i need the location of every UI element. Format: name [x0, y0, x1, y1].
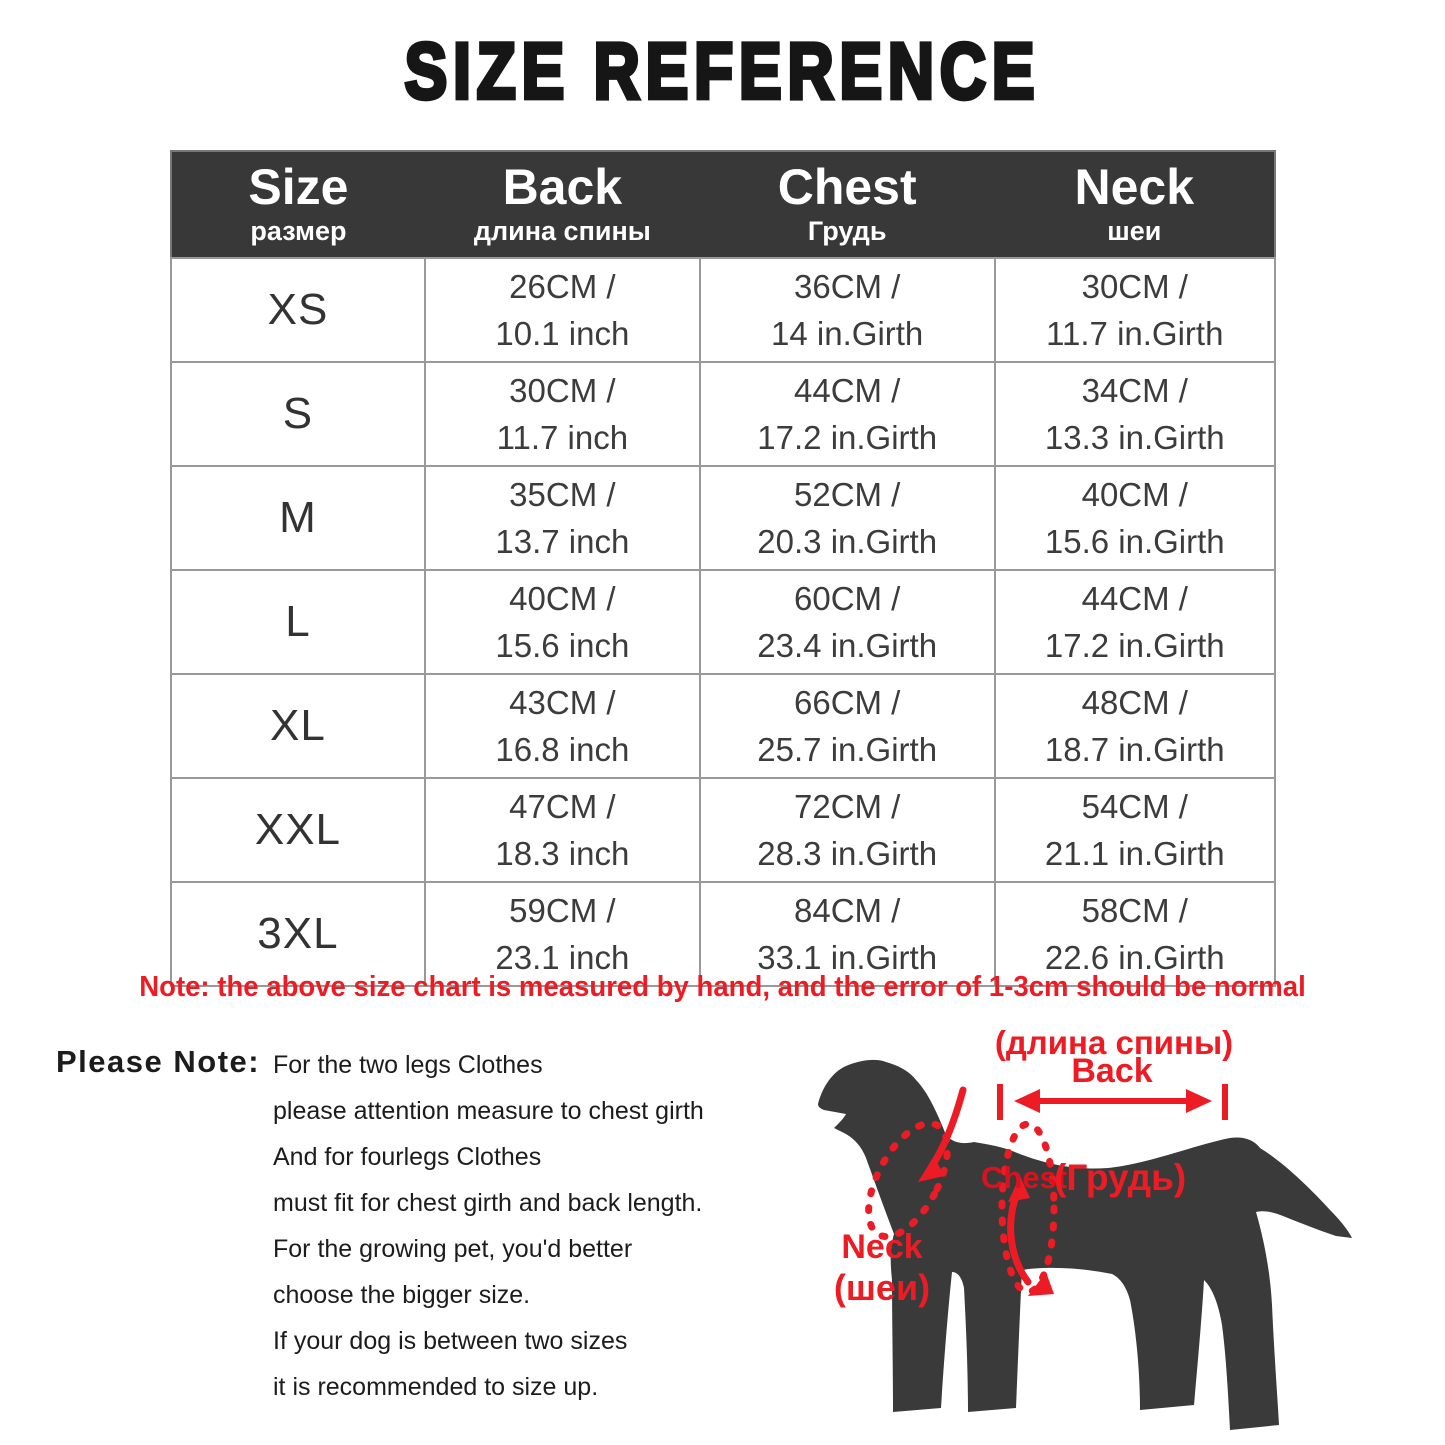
back-cell: 40CM /15.6 inch: [423, 569, 701, 675]
neck-cell: 48CM /18.7 in.Girth: [993, 673, 1277, 779]
neck-cell: 30CM /11.7 in.Girth: [993, 257, 1277, 363]
neck-label-en: Neck: [841, 1228, 922, 1266]
size-cell: 3XL: [170, 881, 426, 987]
back-cell: 43CM /16.8 inch: [423, 673, 701, 779]
chest-measurement-loop: [998, 1120, 1058, 1296]
size-cell: XXL: [170, 777, 426, 883]
chest-cell: 84CM /33.1 in.Girth: [698, 881, 996, 987]
chest-cell: 36CM /14 in.Girth: [698, 257, 996, 363]
please-note-line: it is recommended to size up.: [273, 1373, 599, 1401]
please-note-line: must fit for chest girth and back length…: [273, 1189, 703, 1217]
table-row: S 30CM /11.7 inch 44CM /17.2 in.Girth 34…: [170, 361, 1277, 467]
table-row: XL 43CM /16.8 inch 66CM /25.7 in.Girth 4…: [170, 673, 1277, 779]
measurement-note: Note: the above size chart is measured b…: [139, 971, 1306, 1003]
header-cell-back: Back длина спины: [424, 151, 700, 258]
header-cell-neck: Neck шеи: [994, 151, 1275, 258]
table-header-row: Size размер Back длина спины Chest Грудь…: [171, 151, 1275, 258]
please-note-line: For the growing pet, you'd better: [273, 1235, 633, 1263]
size-cell: XS: [170, 257, 426, 363]
neck-cell: 54CM /21.1 in.Girth: [993, 777, 1277, 883]
back-measurement-arrow: [997, 1084, 1228, 1120]
header-chest-ru: Грудь: [807, 216, 887, 247]
please-note-line: please attention measure to chest girth: [273, 1097, 704, 1125]
back-cell: 47CM /18.3 inch: [423, 777, 701, 883]
neck-cell: 34CM /13.3 in.Girth: [993, 361, 1277, 467]
header-size-ru: размер: [250, 216, 347, 247]
back-cell: 30CM /11.7 inch: [423, 361, 701, 467]
chest-cell: 60CM /23.4 in.Girth: [698, 569, 996, 675]
chest-cell: 44CM /17.2 in.Girth: [698, 361, 996, 467]
neck-measurement-loop: [865, 1086, 967, 1241]
back-label-ru: (длина спины): [995, 1024, 1233, 1061]
neck-cell: 44CM /17.2 in.Girth: [993, 569, 1277, 675]
neck-cell: 58CM /22.6 in.Girth: [993, 881, 1277, 987]
dog-measurement-diagram: (длина спины) Back Chest (Грудь) Neck (ш…: [778, 1020, 1445, 1445]
header-back-en: Back: [502, 159, 623, 216]
size-cell: XL: [170, 673, 426, 779]
table-row: M 35CM /13.7 inch 52CM /20.3 in.Girth 40…: [170, 465, 1277, 571]
header-size-en: Size: [248, 159, 349, 216]
chest-cell: 52CM /20.3 in.Girth: [698, 465, 996, 571]
chest-cell: 66CM /25.7 in.Girth: [698, 673, 996, 779]
size-table: Size размер Back длина спины Chest Грудь…: [170, 150, 1277, 987]
back-label-en: Back: [1071, 1052, 1152, 1090]
header-chest-en: Chest: [777, 159, 917, 216]
back-cell: 35CM /13.7 inch: [423, 465, 701, 571]
please-note-line: choose the bigger size.: [273, 1281, 531, 1309]
back-cell: 26CM /10.1 inch: [423, 257, 701, 363]
please-note-label: Please Note:: [56, 1044, 261, 1079]
header-back-ru: длина спины: [473, 216, 651, 247]
size-cell: M: [170, 465, 426, 571]
please-note-text: For the two legs Clothes please attentio…: [273, 1042, 704, 1410]
header-neck-ru: шеи: [1107, 216, 1162, 247]
back-cell: 59CM /23.1 inch: [423, 881, 701, 987]
please-note-line: For the two legs Clothes: [273, 1051, 543, 1079]
table-row: L 40CM /15.6 inch 60CM /23.4 in.Girth 44…: [170, 569, 1277, 675]
dog-silhouette-image: [818, 1059, 1352, 1430]
page-title: SIZE REFERENCE: [403, 25, 1041, 118]
size-cell: L: [170, 569, 426, 675]
header-neck-en: Neck: [1074, 159, 1195, 216]
chest-label-ru: (Грудь): [1054, 1157, 1186, 1198]
header-cell-chest: Chest Грудь: [699, 151, 995, 258]
size-cell: S: [170, 361, 426, 467]
chest-label-en: Chest: [981, 1160, 1067, 1195]
please-note-line: If your dog is between two sizes: [273, 1327, 628, 1355]
header-cell-size: Size размер: [171, 151, 425, 258]
chest-cell: 72CM /28.3 in.Girth: [698, 777, 996, 883]
please-note-line: And for fourlegs Clothes: [273, 1143, 542, 1171]
table-row: XS 26CM /10.1 inch 36CM /14 in.Girth 30C…: [170, 257, 1277, 363]
neck-cell: 40CM /15.6 in.Girth: [993, 465, 1277, 571]
neck-label-ru: (шеи): [834, 1267, 930, 1308]
table-row: 3XL 59CM /23.1 inch 84CM /33.1 in.Girth …: [170, 881, 1277, 987]
table-row: XXL 47CM /18.3 inch 72CM /28.3 in.Girth …: [170, 777, 1277, 883]
